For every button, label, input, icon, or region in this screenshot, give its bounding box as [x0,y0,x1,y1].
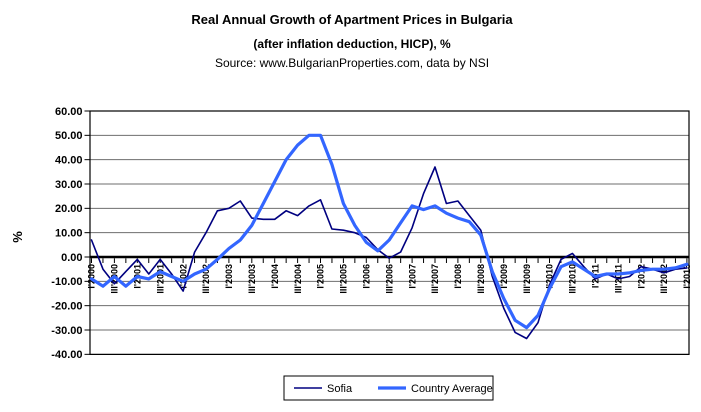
chart-title: Real Annual Growth of Apartment Prices i… [191,12,513,27]
x-tick-label: III'2006 [384,264,394,294]
plot-area: 60.00 50.00 40.00 30.00 20.00 10.00 0.00 -10.00… [51,106,692,361]
x-tick-label: I'2007 [407,264,417,289]
legend: Sofia Country Average [283,375,494,401]
y-tick-label: -30.00 [51,325,82,337]
x-tick-label: III'2002 [201,264,211,294]
x-tick-label: III'2009 [522,264,532,294]
x-tick-label: I'2005 [316,264,326,289]
x-tick-label: III'2000 [110,264,120,294]
x-tick-label: III'2005 [339,264,349,294]
chart-subtitle: (after inflation deduction, HICP), % [253,37,451,51]
x-tick-label: I'2002 [178,264,188,289]
plot-frame [89,110,690,355]
chart-source: Source: www.BulgarianProperties.com, dat… [215,56,489,70]
y-tick-label: 30.00 [55,179,83,191]
x-tick-label: I'2010 [545,264,555,289]
x-tick-label: I'2004 [270,264,280,289]
series-line-country-average [89,133,689,330]
series-line-sofia [90,166,688,340]
x-tick-label: I'2009 [499,264,509,289]
y-tick-label: 20.00 [55,203,83,215]
x-tick-label: III'2001 [155,264,165,294]
y-tick-label: 50.00 [55,130,83,142]
x-tick-label: III'2004 [293,264,303,294]
x-tick-label: I'2003 [224,264,234,289]
y-tick-label: 10.00 [55,227,83,239]
y-axis-title: % [10,231,25,243]
y-tick-label: -40.00 [51,349,82,361]
x-tick-label: III'2012 [659,264,669,294]
legend-label-sofia: Sofia [327,383,353,395]
y-tick-label: -20.00 [51,300,82,312]
x-tick-label: I'2006 [362,264,372,289]
y-tick-label: 60.00 [55,106,83,118]
y-tick-label: -10.00 [51,276,82,288]
x-tick-label: III'2010 [568,264,578,294]
y-tick-label: 40.00 [55,154,83,166]
x-tick-label: I'2013 [682,264,692,289]
x-tick-label: I'2012 [636,264,646,289]
x-tick-label: I'2008 [453,264,463,289]
y-tick-label: 0.00 [61,252,82,264]
x-tick-label: III'2007 [430,264,440,294]
x-tick-label: III'2008 [476,264,486,294]
legend-label-country-average: Country Average [411,383,493,395]
x-tick-label: I'2000 [87,264,97,289]
x-tick-label: III'2003 [247,264,257,294]
